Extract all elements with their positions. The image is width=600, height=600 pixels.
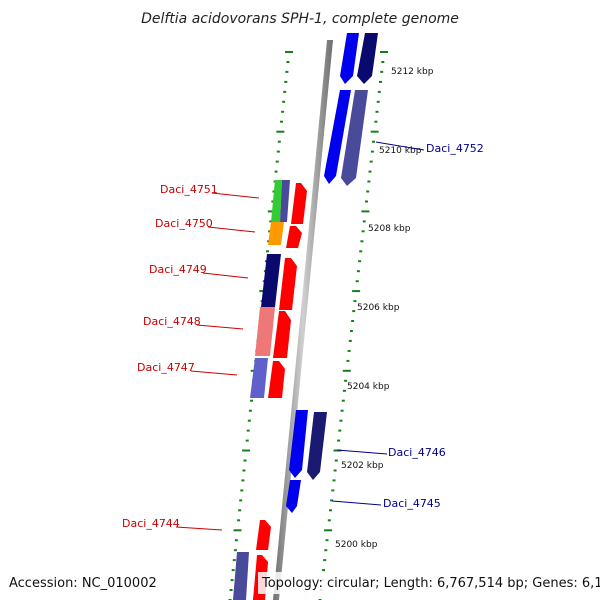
feature-daci-4747-lavender[interactable] [250, 358, 268, 398]
accession-text: Accession: NC_010002 [9, 576, 157, 591]
feature-daci-4744-arrow[interactable] [256, 520, 271, 550]
genome-backbone [273, 40, 333, 600]
gene-label-daci-4747[interactable]: Daci_4747 [137, 361, 195, 374]
kbp-label-5200: 5200 kbp [335, 540, 378, 550]
kbp-label-5202: 5202 kbp [341, 461, 384, 471]
feature-top-outer[interactable] [340, 33, 359, 84]
feature-daci-4752-b[interactable] [341, 90, 368, 186]
feature-daci-4748-arrow[interactable] [273, 311, 291, 358]
feature-daci-4749-navy[interactable] [261, 254, 281, 307]
gene-label-daci-4750[interactable]: Daci_4750 [155, 217, 213, 230]
gene-label-daci-4751[interactable]: Daci_4751 [160, 183, 218, 196]
kbp-scale: 5212 kbp 5210 kbp 5208 kbp 5206 kbp 5204… [335, 67, 434, 550]
feature-daci-4746-a[interactable] [289, 410, 308, 478]
feature-daci-4747-arrow[interactable] [268, 361, 285, 398]
kbp-label-5210: 5210 kbp [379, 146, 422, 156]
reverse-strand-features [286, 33, 378, 513]
feature-daci-4750-arrow[interactable] [286, 226, 302, 248]
feature-daci-4751-blue[interactable] [280, 180, 290, 222]
feature-daci-4752-a[interactable] [324, 90, 351, 184]
forward-strand-features [233, 180, 307, 600]
gene-label-daci-4748[interactable]: Daci_4748 [143, 315, 201, 328]
gene-label-daci-4746[interactable]: Daci_4746 [388, 446, 446, 459]
gene-label-daci-4749[interactable]: Daci_4749 [149, 263, 207, 276]
gene-label-daci-4745[interactable]: Daci_4745 [383, 497, 441, 510]
feature-daci-4751-arrow[interactable] [291, 183, 307, 224]
tick-marks [228, 51, 388, 600]
feature-daci-4750-orange[interactable] [268, 222, 284, 245]
feature-daci-4751-green[interactable] [271, 180, 282, 222]
gene-label-daci-4752[interactable]: Daci_4752 [426, 142, 484, 155]
kbp-label-5206: 5206 kbp [357, 303, 400, 313]
feature-daci-4746-b[interactable] [307, 412, 327, 480]
feature-daci-4744-slate[interactable] [233, 552, 249, 600]
gene-labels: Daci_4751 Daci_4750 Daci_4749 Daci_4748 … [122, 142, 484, 530]
feature-daci-4745[interactable] [286, 480, 301, 513]
kbp-label-5208: 5208 kbp [368, 224, 411, 234]
gene-label-daci-4744[interactable]: Daci_4744 [122, 517, 180, 530]
topology-text: Topology: circular; Length: 6,767,514 bp… [261, 576, 600, 591]
kbp-label-5204: 5204 kbp [347, 382, 390, 392]
kbp-label-5212: 5212 kbp [391, 67, 434, 77]
feature-daci-4748-pink[interactable] [255, 307, 275, 356]
feature-daci-4749-arrow[interactable] [279, 258, 297, 310]
topology-backdrop [258, 572, 595, 594]
feature-top-inner[interactable] [357, 33, 378, 84]
map-title: Delftia acidovorans SPH-1, complete geno… [141, 11, 459, 27]
label-leader-lines [175, 141, 425, 531]
